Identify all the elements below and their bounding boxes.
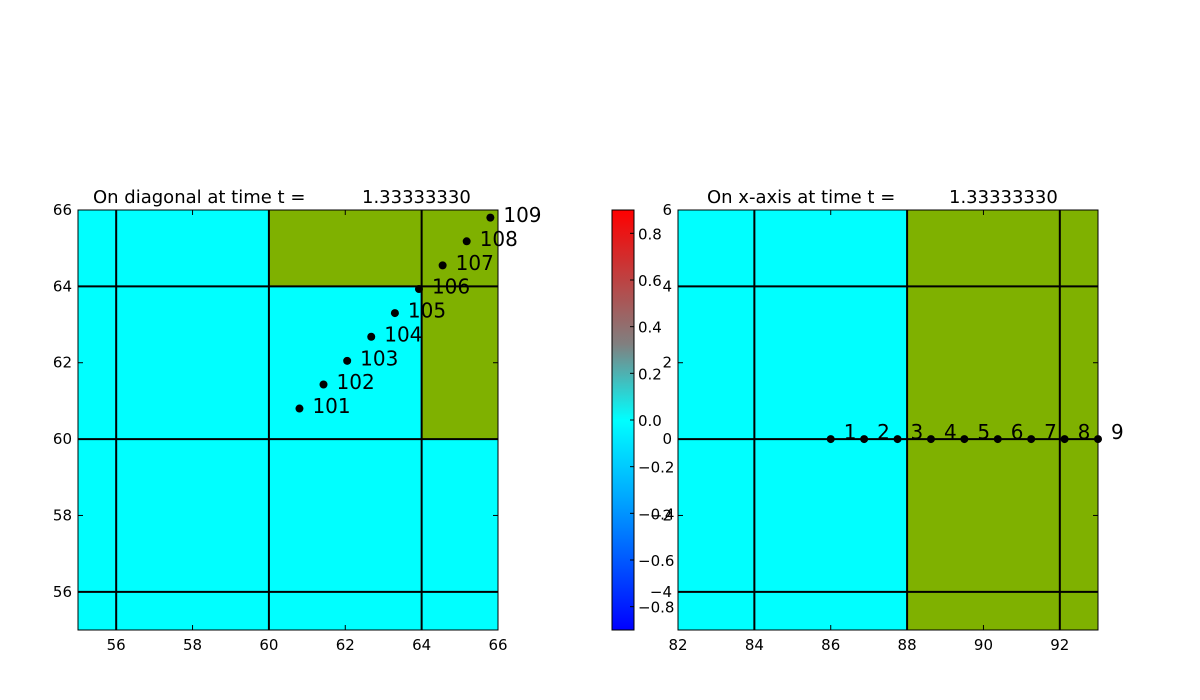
- xaxis-point-label: 9: [1111, 420, 1124, 444]
- colorbar-tick-label: 0.8: [638, 225, 662, 243]
- diagonal-ytick-label: 58: [53, 506, 72, 524]
- xaxis-ytick-label: 6: [662, 201, 672, 219]
- xaxis-xtick-label: 92: [1050, 636, 1069, 654]
- diagonal-point-marker: [486, 213, 495, 222]
- xaxis-point-label: 1: [844, 420, 857, 444]
- xaxis-title-prefix: On x-axis at time t =: [707, 187, 895, 208]
- xaxis-point-marker: [893, 435, 902, 444]
- colorbar-tick-label: −0.8: [638, 599, 674, 617]
- xaxis-point-marker: [860, 435, 869, 444]
- diagonal-ytick-label: 56: [53, 583, 72, 601]
- xaxis-ytick-label: −4: [650, 583, 672, 601]
- xaxis-heatmap-panel: On x-axis at time t = 1.33333330 82 84 86 8…: [650, 187, 1124, 654]
- diagonal-heatmap-panel: On diagonal at time t = 1.33333330 56 58 6…: [53, 187, 542, 654]
- diagonal-xtick-label: 62: [336, 636, 355, 654]
- colorbar-tick-label: 0.2: [638, 365, 662, 383]
- diagonal-point-marker: [390, 309, 399, 318]
- diagonal-point-marker: [295, 404, 304, 413]
- xaxis-point-marker: [993, 435, 1002, 444]
- diagonal-xtick-label: 66: [488, 636, 507, 654]
- colorbar-tick-label: −0.6: [638, 552, 674, 570]
- xaxis-point-marker: [1060, 435, 1069, 444]
- diagonal-point-label: 105: [408, 299, 446, 323]
- diagonal-xtick-label: 58: [183, 636, 202, 654]
- diagonal-point-marker: [414, 285, 423, 294]
- diagonal-ytick-label: 66: [53, 201, 72, 219]
- diagonal-point-marker: [319, 380, 328, 389]
- xaxis-xtick-label: 82: [668, 636, 687, 654]
- diagonal-ytick-label: 62: [53, 354, 72, 372]
- xaxis-title-value: 1.33333330: [949, 187, 1058, 208]
- xaxis-point-marker: [926, 435, 935, 444]
- xaxis-point-label: 3: [911, 420, 924, 444]
- diagonal-region-cell: [421, 210, 498, 440]
- xaxis-point-label: 7: [1044, 420, 1057, 444]
- xaxis-ytick-label: 4: [662, 277, 672, 295]
- xaxis-ytick-label: −2: [650, 506, 672, 524]
- xaxis-region-cell: [907, 210, 1098, 630]
- diagonal-point-label: 101: [312, 394, 350, 418]
- colorbar-tick-label: −0.4: [638, 505, 674, 523]
- xaxis-xtick-label: 84: [745, 636, 764, 654]
- diagonal-point-label: 108: [480, 227, 518, 251]
- xaxis-point-marker: [1094, 435, 1102, 444]
- xaxis-point-label: 8: [1078, 420, 1091, 444]
- diagonal-point-label: 107: [456, 251, 494, 275]
- xaxis-point-marker: [1027, 435, 1036, 444]
- diagonal-point-label: 109: [503, 203, 541, 227]
- diagonal-point-label: 103: [360, 346, 398, 370]
- xaxis-xtick-label: 86: [821, 636, 840, 654]
- diagonal-point-marker: [367, 332, 376, 341]
- diagonal-region-cell: [268, 210, 422, 287]
- diagonal-point-label: 106: [432, 275, 470, 299]
- xaxis-ytick-label: 2: [662, 354, 672, 372]
- xaxis-point-marker: [826, 435, 835, 444]
- colorbar-tick-label: 0.0: [638, 412, 662, 430]
- colorbar: 0.8 0.6 0.4 0.2 0.0 −0.2 −0.4 −0.6 −0.8: [611, 209, 674, 631]
- diagonal-xtick-label: 60: [259, 636, 278, 654]
- diagonal-title-value: 1.33333330: [362, 187, 471, 208]
- diagonal-xtick-label: 64: [412, 636, 431, 654]
- colorbar-tick-label: −0.2: [638, 459, 674, 477]
- colorbar-ticks: 0.8 0.6 0.4 0.2 0.0 −0.2 −0.4 −0.6 −0.8: [630, 225, 674, 617]
- diagonal-point-label: 104: [384, 322, 422, 346]
- xaxis-point-marker: [960, 435, 969, 444]
- diagonal-ytick-label: 60: [53, 430, 72, 448]
- diagonal-point-label: 102: [337, 370, 375, 394]
- diagonal-point-marker: [462, 237, 471, 246]
- xaxis-point-label: 5: [977, 420, 990, 444]
- colorbar-tick-label: 0.4: [638, 319, 662, 337]
- diagonal-point-marker: [438, 261, 447, 270]
- xaxis-point-label: 2: [877, 420, 890, 444]
- xaxis-point-label: 6: [1011, 420, 1024, 444]
- xaxis-axes-frame: [677, 209, 1099, 631]
- diagonal-xtick-label: 56: [107, 636, 126, 654]
- diagonal-point-marker: [343, 356, 352, 365]
- diagonal-axes-frame: [77, 209, 499, 631]
- diagonal-ytick-label: 64: [53, 277, 72, 295]
- diagonal-plot-area: 56 58 60 62 64 665658606264661011021031041051…: [53, 201, 542, 654]
- xaxis-xtick-label: 88: [898, 636, 917, 654]
- colorbar-tick-label: 0.6: [638, 272, 662, 290]
- diagonal-title-prefix: On diagonal at time t =: [93, 187, 305, 208]
- xaxis-ytick-label: 0: [662, 430, 672, 448]
- xaxis-xtick-label: 90: [974, 636, 993, 654]
- xaxis-point-label: 4: [944, 420, 957, 444]
